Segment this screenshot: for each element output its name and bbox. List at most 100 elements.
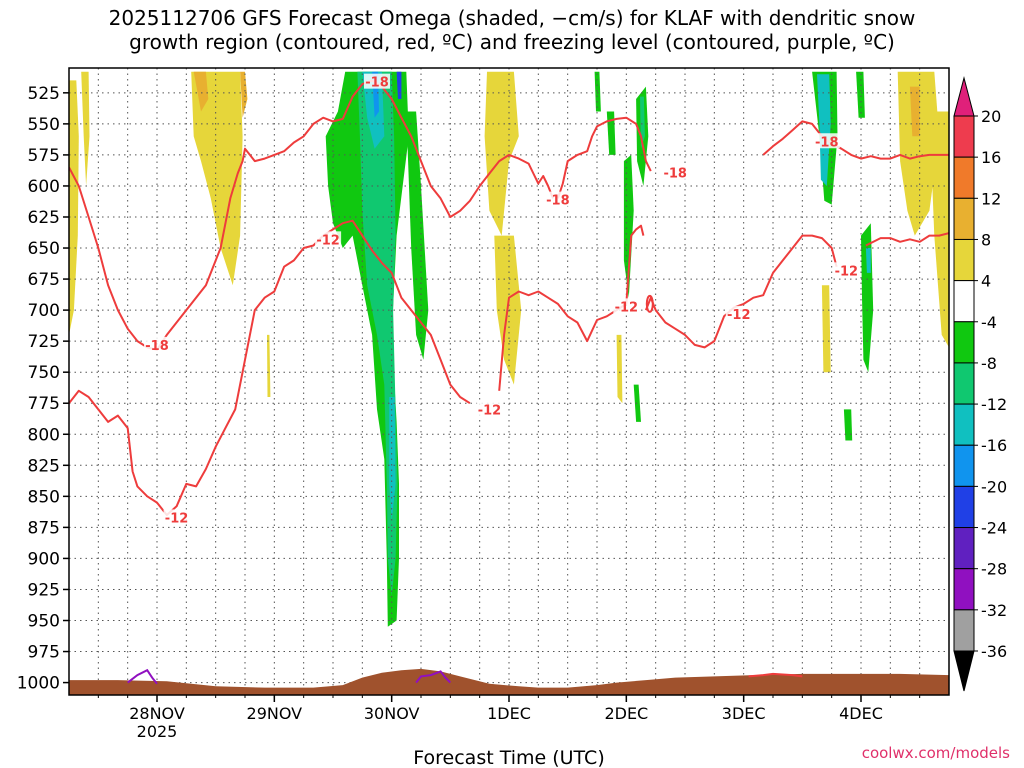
y-tick-label: 800 [28,425,60,445]
colorbar-box [953,485,975,529]
contour-label-bg [144,336,170,352]
contour-label-bg [833,262,860,278]
y-tick-label: 900 [28,549,60,569]
omega-region [267,334,271,397]
colorbar-label: 12 [981,189,1001,208]
omega-region [897,71,940,236]
y-tick-label: 775 [28,394,60,414]
colorbar-label: 4 [981,272,991,291]
x-tick-label: 3DEC [722,704,766,723]
dgz-contour [69,219,471,516]
omega-region [606,111,616,155]
contour-label: -18 [663,166,687,181]
x-tick-label: 30NOV [364,704,420,723]
contour-label-bg [476,401,503,417]
colorbar-label: -32 [981,601,1007,620]
omega-region [406,111,429,360]
y-tick-label: 525 [28,84,60,104]
y-tick-label: 600 [28,177,60,197]
colorbar-label: 20 [981,107,1001,126]
colorbar-label: -24 [981,519,1007,538]
y-tick-label: 925 [28,580,60,600]
contour-label: -12 [165,511,189,526]
colorbar-label: -8 [981,354,997,373]
chart-title: 2025112706 GFS Forecast Omega (shaded, −… [0,6,1024,54]
y-tick-label: 675 [28,270,60,290]
dgz-contour-ring [645,294,654,313]
omega-region [69,80,79,335]
grid-lines [69,68,949,695]
omega-region [484,71,519,236]
colorbar: 20 16 12 8 4 -4 -8 -12 -16 -20 -24 -28 -32 -36 [953,76,1007,692]
colorbar-box [953,280,975,323]
y-tick-label: 725 [28,332,60,352]
y-tick-label: 1000 [17,674,60,694]
colorbar-label: 8 [981,230,991,249]
y-tick-label: 625 [28,208,60,228]
contour-label-bg [613,298,640,314]
contour-label-bg [544,191,571,207]
x-tick-label: 29NOV [247,704,303,723]
omega-region [633,384,641,422]
colorbar-box [953,362,975,405]
contour-label: -12 [478,403,502,418]
freezing-level-contour [127,668,158,685]
terrain-fill [69,668,949,695]
omega-region [193,71,209,112]
y-tick-label: 650 [28,239,60,259]
freezing-level-contour [748,672,803,678]
y-tick-label: 975 [28,643,60,663]
y-tick-label: 875 [28,518,60,538]
colorbar-label: -12 [981,395,1007,414]
omega-region [821,285,831,373]
colorbar-box [953,321,975,364]
y-tick-label: 825 [28,456,60,476]
x-tick-label: 4DEC [839,704,883,723]
terrain [69,668,949,695]
contour-label-bg [163,509,190,525]
colorbar-label: 16 [981,148,1001,167]
colorbar-label: -36 [981,642,1007,661]
contour-label-bg [364,73,390,89]
contour-label: -12 [615,300,639,315]
y-tick-label: 700 [28,301,60,321]
x-axis-label: Forecast Time (UTC) [413,747,604,768]
colorbar-bottom-arrow [953,650,975,692]
colorbar-top-arrow [953,76,975,117]
dgz-contour [644,234,838,349]
contour-label: -18 [145,339,169,354]
colorbar-box [953,609,975,652]
omega-region [240,71,248,118]
colorbar-box [953,197,975,240]
omega-region [594,71,601,112]
y-tick-label: 750 [28,363,60,383]
y-tick-label: 950 [28,612,60,632]
dgz-contour [865,232,949,247]
omega-region [843,409,853,441]
omega-region [362,71,385,149]
omega-region [865,248,871,273]
contour-labels: -18 -12 -18 -12 -12 -18 -12 -18 -12 -18 -12 [144,73,860,526]
freezing-level-contour [415,670,452,684]
colorbar-label: -20 [981,477,1007,496]
colorbar-box [953,238,975,282]
omega-region [856,71,865,118]
contour-label-bg [662,164,689,180]
contour-label-bg [315,231,342,247]
contour-label-bg [725,305,752,321]
contour-label: -18 [815,135,839,150]
chart-title-line2: growth region (contoured, red, ºC) and f… [129,30,895,54]
contour-label: -18 [365,76,389,91]
omega-region [81,71,90,186]
contour-label: -12 [727,308,751,323]
colorbar-label: -16 [981,436,1007,455]
y-axis: 525 550 575 600 625 650 675 700 725 750 775 800 825 8… [17,84,69,694]
y-tick-label: 850 [28,487,60,507]
contour-label: -18 [546,194,570,209]
colorbar-box [953,568,975,611]
x-tick-label: 2DEC [604,704,648,723]
dgz-contour [556,116,652,199]
freezing-level-contours [127,668,803,685]
